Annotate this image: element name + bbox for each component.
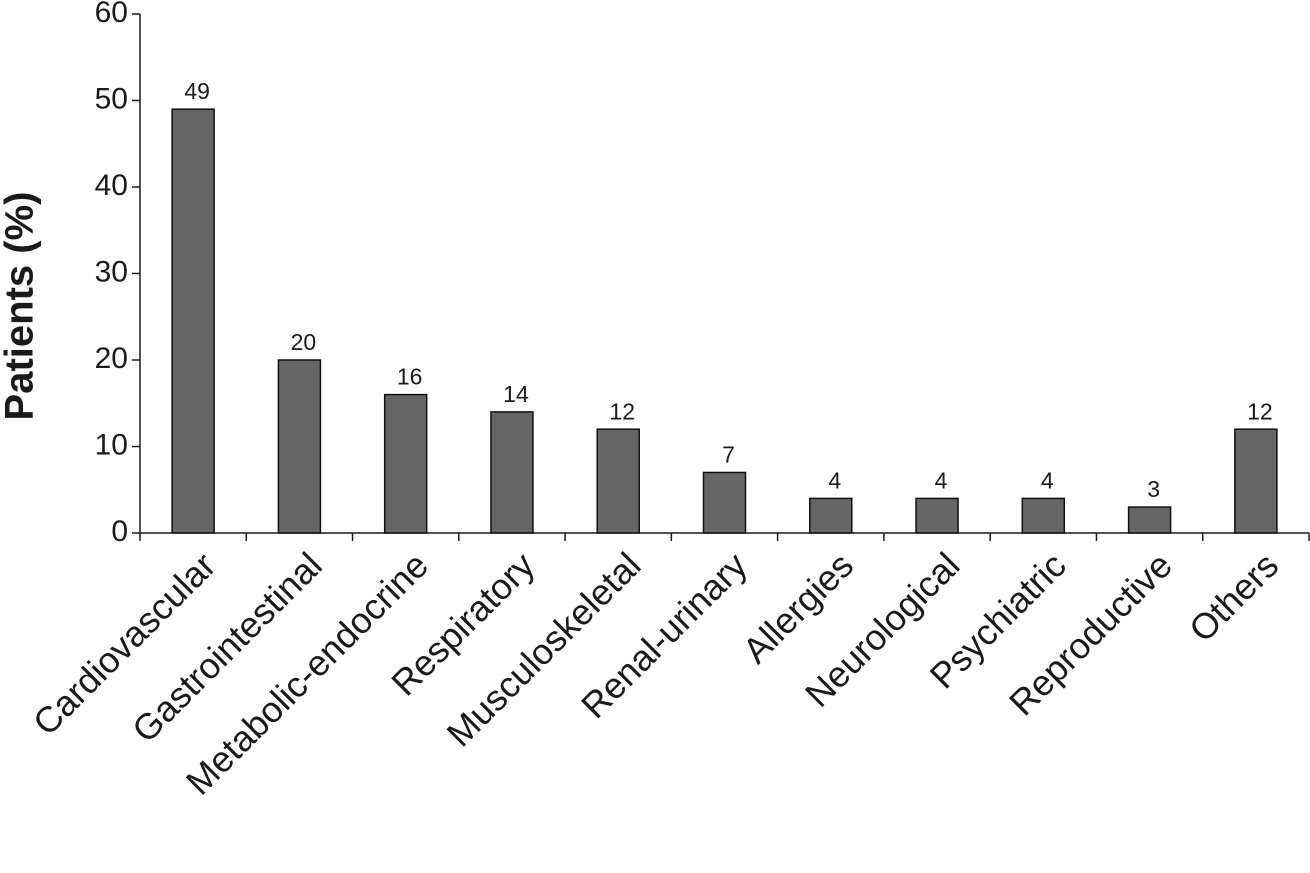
value-label: 4: [1041, 467, 1054, 493]
bar: [702, 471, 747, 534]
x-tick-label: Gastrointestinal: [124, 544, 330, 750]
y-tick-label: 40: [95, 169, 128, 202]
bar: [490, 411, 534, 534]
value-label: 16: [397, 364, 423, 390]
value-label: 14: [503, 381, 529, 407]
bar: [1021, 497, 1066, 534]
x-tick-label: Cardiovascular: [25, 544, 224, 743]
y-tick-label: 50: [95, 82, 128, 115]
y-tick-label: 60: [95, 0, 128, 29]
value-label: 12: [1247, 398, 1273, 424]
value-label: 4: [935, 467, 948, 493]
value-label: 12: [609, 398, 635, 424]
bar: [383, 393, 428, 534]
bar: [915, 497, 959, 534]
bar: [1127, 506, 1172, 534]
value-label: 7: [722, 442, 735, 468]
y-tick-label: 20: [95, 342, 128, 375]
bar: [171, 108, 215, 534]
x-tick-label: Musculoskeletal: [439, 544, 649, 754]
bar: [277, 359, 322, 534]
y-axis-title: Patients (%): [0, 192, 42, 421]
y-tick-label: 30: [95, 255, 128, 288]
x-tick-label: Others: [1181, 544, 1286, 649]
y-tick-label: 10: [95, 428, 128, 461]
y-tick-label: 0: [111, 515, 128, 548]
bar: [1234, 428, 1278, 534]
bar: [809, 497, 853, 534]
bar: [596, 428, 640, 534]
value-label: 3: [1147, 476, 1160, 502]
value-label: 49: [184, 78, 210, 104]
value-label: 20: [291, 329, 317, 355]
value-label: 4: [828, 467, 841, 493]
